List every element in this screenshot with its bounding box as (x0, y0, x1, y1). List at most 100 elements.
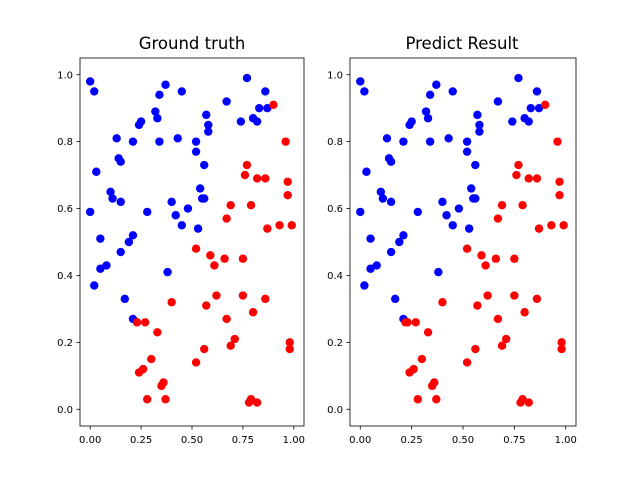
right-blue-point-23 (421, 107, 431, 116)
left-blue-point-28 (161, 80, 170, 89)
left-red-point-23 (220, 254, 229, 263)
left-red-point-2 (283, 177, 292, 186)
left-blue-point-12 (116, 157, 125, 166)
left-ytick-label-4: 0.8 (57, 137, 73, 148)
left-xtick-label-0: 0.00 (79, 435, 101, 446)
left-red-point-26 (222, 314, 231, 324)
right-blue-point-8 (376, 187, 386, 197)
left-red-point-43 (132, 318, 142, 327)
left-red-point-4 (287, 221, 296, 230)
right-blue-point-28 (434, 267, 443, 277)
left-red-point-24 (226, 341, 235, 350)
right-red-point-32 (462, 244, 472, 253)
right-blue-point-18 (399, 137, 408, 146)
right-red-point-44 (411, 318, 420, 327)
left-xtick-label-4: 1.00 (283, 435, 305, 446)
left-blue-point-32 (173, 134, 182, 143)
right-xtick-label-1: 0.25 (401, 435, 423, 446)
left-blue-point-43 (204, 127, 213, 136)
left-ytick-label-2: 0.4 (57, 271, 73, 282)
left-red-point-9 (261, 294, 270, 304)
right-blue-point-1 (360, 87, 369, 96)
left-red-point-39 (147, 354, 156, 364)
left-blue-point-26 (155, 137, 164, 146)
left-blue-point-39 (195, 184, 205, 193)
left-blue-point-14 (116, 247, 125, 257)
right-red-point-28 (481, 261, 490, 270)
left-blue-point-24 (151, 107, 160, 116)
left-red-point-34 (167, 298, 176, 307)
right-red-point-38 (423, 328, 433, 337)
right-blue-point-49 (526, 103, 535, 113)
left-red-point-6 (285, 344, 294, 354)
right-blue-point-39 (471, 160, 480, 170)
right-blue-point-16 (395, 237, 404, 247)
left-red-point-33 (191, 358, 201, 367)
left-red-point-8 (263, 224, 272, 233)
left-blue-point-27 (155, 90, 164, 100)
right-red-point-4 (559, 221, 568, 230)
right-blue-point-7 (372, 261, 381, 270)
left-blue-point-33 (177, 87, 187, 96)
left-blue-point-1 (90, 87, 99, 96)
left-blue-point-51 (261, 87, 270, 96)
left-red-point-1 (281, 137, 290, 146)
left-blue-point-23 (143, 207, 152, 217)
right-blue-point-13 (386, 197, 396, 207)
left-red-point-12 (240, 170, 250, 180)
right-red-point-30 (473, 301, 482, 310)
left-blue-point-38 (193, 224, 203, 233)
left-plot-area: 0.00 0.25 0.50 0.75 1.00 0.0 0.2 0.4 0.6 0.8 1.0 (57, 57, 305, 446)
left-blue-point-30 (167, 197, 176, 207)
right-red-point-37 (432, 395, 441, 404)
right-blue-point-44 (493, 97, 503, 106)
left-blue-point-7 (102, 261, 111, 270)
left-blue-point-0 (85, 77, 95, 86)
right-red-point-42 (405, 368, 414, 377)
left-red-point-21 (226, 201, 235, 210)
right-ytick-label-5: 1.0 (327, 70, 343, 81)
left-blue-point-15 (120, 294, 129, 304)
right-blue-point-15 (391, 294, 400, 304)
right-blue-point-41 (473, 110, 482, 120)
left-red-point-37 (161, 395, 170, 404)
right-blue-point-22 (413, 207, 422, 217)
right-red-point-5 (557, 338, 566, 347)
left-blue-point-34 (177, 221, 187, 230)
right-blue-point-42 (475, 127, 484, 136)
right-blue-point-36 (462, 147, 472, 156)
right-xtick-label-4: 1.00 (555, 435, 577, 446)
right-blue-point-38 (467, 184, 476, 193)
left-red-point-18 (244, 398, 254, 407)
right-red-point-26 (493, 314, 503, 324)
right-red-point-24 (497, 341, 507, 350)
left-blue-point-50 (255, 103, 264, 113)
right-red-point-45 (401, 318, 410, 327)
right-blue-point-2 (356, 207, 365, 217)
left-panel-ground-truth: Ground truth 0.00 0.25 0.50 0.75 1.000.00.20… (57, 34, 305, 446)
right-red-point-6 (557, 344, 566, 354)
right-red-point-19 (524, 398, 533, 407)
right-blue-point-27 (432, 80, 441, 89)
left-blue-point-4 (90, 281, 99, 290)
left-red-point-20 (261, 174, 270, 183)
left-blue-point-13 (116, 197, 125, 207)
right-red-point-33 (462, 358, 472, 367)
right-blue-point-32 (448, 87, 457, 96)
right-red-point-23 (491, 254, 501, 263)
right-blue-point-26 (425, 90, 435, 100)
left-red-point-30 (202, 301, 211, 310)
right-red-point-25 (501, 334, 511, 344)
left-blue-point-40 (200, 160, 209, 170)
left-red-point-15 (238, 291, 248, 300)
left-ytick-label-0: 0.0 (57, 405, 73, 416)
left-panel-title: Ground truth (139, 34, 246, 53)
right-blue-point-10 (382, 134, 392, 143)
right-blue-point-4 (360, 281, 369, 290)
right-blue-point-35 (462, 137, 472, 146)
left-red-point-5 (285, 338, 294, 347)
left-blue-point-42 (202, 110, 211, 120)
